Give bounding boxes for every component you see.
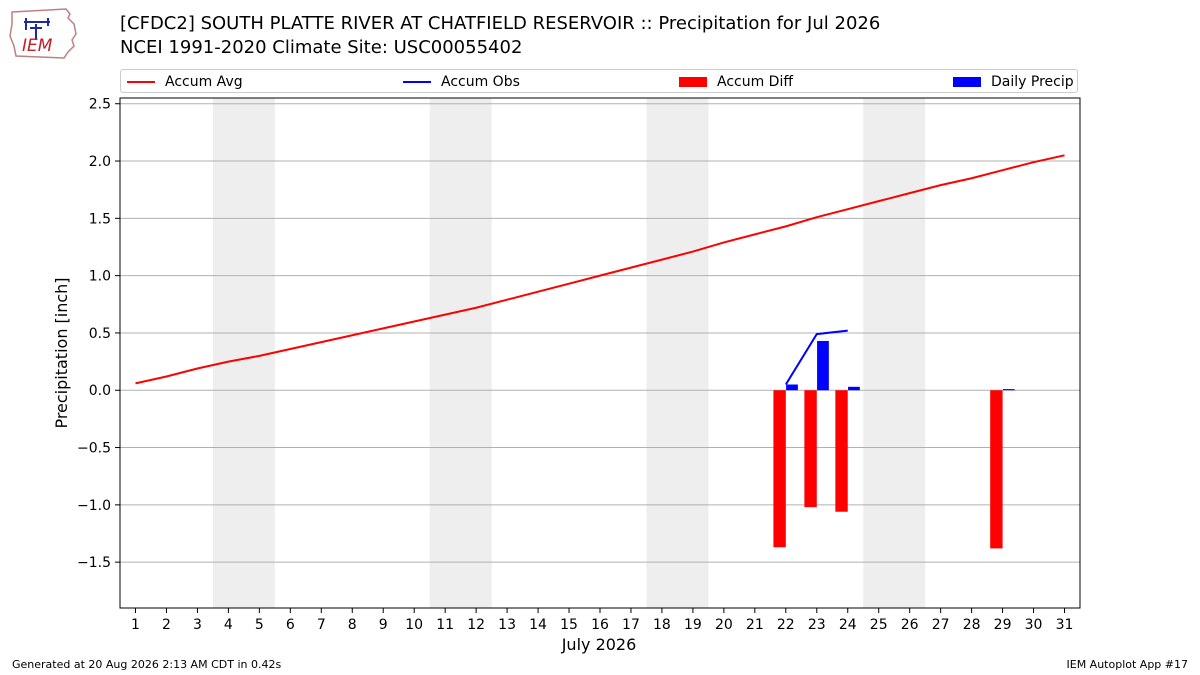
legend-item-accum-obs: Accum Obs xyxy=(403,73,520,91)
y-tick-label: 0.5 xyxy=(89,326,111,342)
x-tick-label: 26 xyxy=(901,617,919,633)
legend-label-daily-precip: Daily Precip xyxy=(991,74,1074,90)
x-tick-label: 22 xyxy=(777,617,795,633)
legend-swatch-accum-diff xyxy=(679,77,707,87)
chart-title: [CFDC2] SOUTH PLATTE RIVER AT CHATFIELD … xyxy=(120,13,881,34)
x-tick-label: 27 xyxy=(932,617,950,633)
weekend-shade xyxy=(863,98,926,608)
x-tick-label: 3 xyxy=(193,617,202,633)
weekend-shade xyxy=(429,98,492,608)
x-tick-label: 28 xyxy=(963,617,981,633)
legend-swatch-accum-obs xyxy=(403,81,431,83)
legend-swatch-daily-precip xyxy=(953,77,981,87)
x-tick-label: 21 xyxy=(746,617,764,633)
y-tick-label: 1.5 xyxy=(89,211,111,227)
logo-text: IEM xyxy=(22,36,53,56)
x-tick-label: 16 xyxy=(591,617,609,633)
x-tick-label: 24 xyxy=(839,617,857,633)
x-axis-label: July 2026 xyxy=(561,635,637,654)
x-tick-label: 25 xyxy=(870,617,888,633)
x-tick-label: 15 xyxy=(560,617,578,633)
weekend-shading-layer xyxy=(212,98,926,608)
x-tick-label: 17 xyxy=(622,617,640,633)
daily-precip-bar xyxy=(1002,389,1015,391)
x-tick-label: 23 xyxy=(808,617,826,633)
daily-precip-bar xyxy=(786,384,798,391)
accum-diff-bar xyxy=(773,390,786,548)
line-layer xyxy=(135,154,1065,386)
x-tick-label: 11 xyxy=(436,617,454,633)
weekend-shade xyxy=(646,98,709,608)
weather-vane-icon xyxy=(24,18,50,40)
x-tick-label: 8 xyxy=(348,617,357,633)
x-tick-label: 14 xyxy=(529,617,547,633)
x-tick-label: 20 xyxy=(715,617,733,633)
legend-item-accum-avg: Accum Avg xyxy=(127,73,243,91)
iowa-outline-shape xyxy=(9,8,77,59)
daily-precip-bar xyxy=(848,386,860,391)
y-tick-label: −0.5 xyxy=(77,441,111,457)
accum-diff-bar xyxy=(835,390,848,512)
x-tick-label: 6 xyxy=(286,617,295,633)
plot-frame xyxy=(119,97,1081,609)
x-tick-label: 1 xyxy=(131,617,140,633)
accum-diff-bar xyxy=(990,390,1003,549)
daily-precip-bar xyxy=(817,340,829,391)
legend-item-daily-precip: Daily Precip xyxy=(953,73,1074,91)
legend-item-accum-diff: Accum Diff xyxy=(679,73,793,91)
y-axis-label: Precipitation [inch] xyxy=(52,277,71,428)
y-tick-label: −1.0 xyxy=(77,498,111,514)
x-tick-label: 18 xyxy=(653,617,671,633)
y-tick-label: −1.5 xyxy=(77,555,111,571)
x-tick-label: 10 xyxy=(405,617,423,633)
x-tick-label: 9 xyxy=(379,617,388,633)
x-tick-label: 4 xyxy=(224,617,233,633)
x-tick-label: 2 xyxy=(162,617,171,633)
accum-diff-bar xyxy=(804,390,817,508)
legend-swatch-accum-avg xyxy=(127,81,155,83)
y-tick-label: 2.5 xyxy=(89,97,111,113)
y-tick-label: 1.0 xyxy=(89,269,111,285)
x-tick-label: 30 xyxy=(1025,617,1043,633)
y-tick-label: 0.0 xyxy=(89,383,111,399)
app-label: IEM Autoplot App #17 xyxy=(1066,658,1189,671)
x-tick-label: 5 xyxy=(255,617,264,633)
generated-timestamp: Generated at 20 Aug 2026 2:13 AM CDT in … xyxy=(12,658,282,671)
iem-logo: IEM xyxy=(9,8,77,59)
legend-label-accum-avg: Accum Avg xyxy=(165,74,243,90)
x-tick-label: 7 xyxy=(317,617,326,633)
weekend-shade xyxy=(212,98,275,608)
x-tick-label: 19 xyxy=(684,617,702,633)
chart-subtitle: NCEI 1991-2020 Climate Site: USC00055402 xyxy=(120,37,523,58)
x-tick-label: 31 xyxy=(1056,617,1074,633)
axis-layer: −1.5−1.0−0.50.00.51.01.52.02.51 2 3 4 5 6 7 8 9 1… xyxy=(77,97,1081,633)
legend-label-accum-obs: Accum Obs xyxy=(441,74,520,90)
x-tick-label: 29 xyxy=(994,617,1012,633)
y-tick-label: 2.0 xyxy=(89,154,111,170)
chart-legend: Accum Avg Accum Obs Accum Diff Daily Pre… xyxy=(120,69,1078,93)
bar-layer xyxy=(773,340,1015,549)
x-tick-label: 13 xyxy=(498,617,516,633)
accum-obs-line xyxy=(784,329,848,386)
gridline-layer xyxy=(120,103,1080,563)
x-tick-label: 12 xyxy=(467,617,485,633)
legend-label-accum-diff: Accum Diff xyxy=(717,74,794,90)
accum-avg-line xyxy=(135,154,1065,385)
